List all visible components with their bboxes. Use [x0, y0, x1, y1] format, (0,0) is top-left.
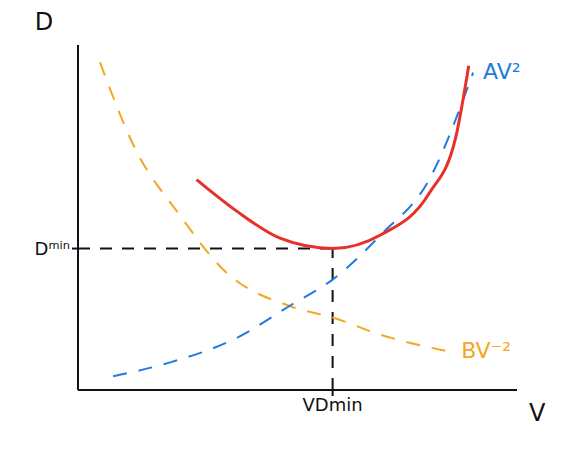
svg-text:D: D	[35, 8, 53, 36]
svg-text:AV²: AV²	[483, 59, 521, 84]
svg-text:VDmin: VDmin	[303, 394, 363, 415]
svg-text:V: V	[529, 399, 546, 427]
svg-text:BV⁻²: BV⁻²	[461, 338, 511, 363]
svg-text:Dᵐⁱⁿ: Dᵐⁱⁿ	[35, 238, 70, 259]
